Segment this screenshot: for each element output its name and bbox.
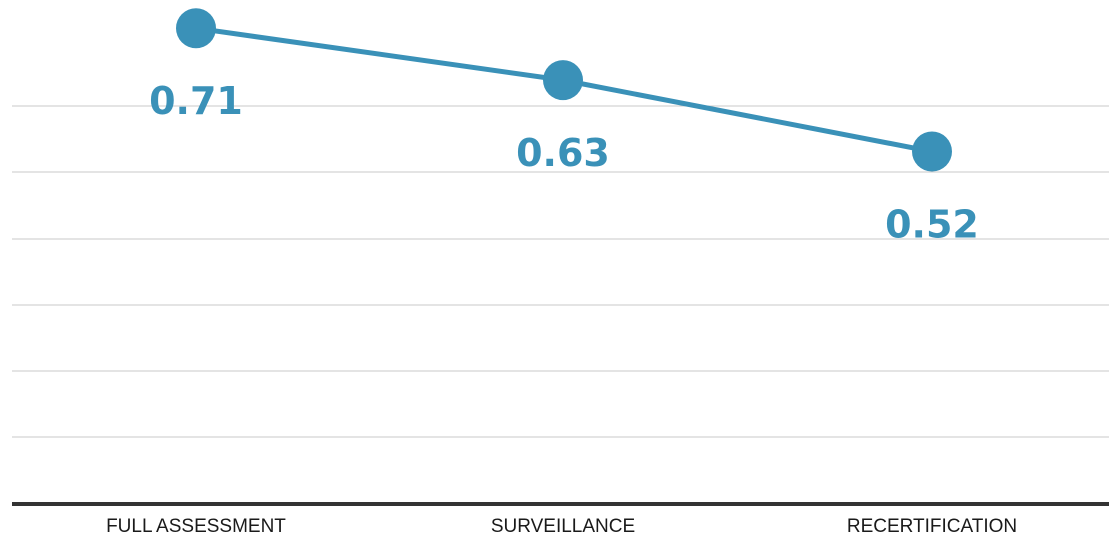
x-tick-label: SURVEILLANCE [491, 516, 635, 537]
data-labels-group: 0.71 0.63 0.52 [149, 79, 979, 246]
data-point [176, 8, 216, 49]
x-tick-label: FULL ASSESSMENT [106, 516, 286, 537]
data-point [912, 131, 952, 172]
series-group [176, 8, 952, 172]
x-tick-labels-group: FULL ASSESSMENT SURVEILLANCE RECERTIFICATI… [106, 516, 1017, 537]
data-label: 0.63 [516, 131, 610, 175]
data-label: 0.71 [149, 79, 243, 123]
data-point [543, 60, 583, 101]
gridlines [12, 105, 1109, 438]
x-tick-label: RECERTIFICATION [847, 516, 1017, 537]
data-label: 0.52 [885, 203, 979, 247]
